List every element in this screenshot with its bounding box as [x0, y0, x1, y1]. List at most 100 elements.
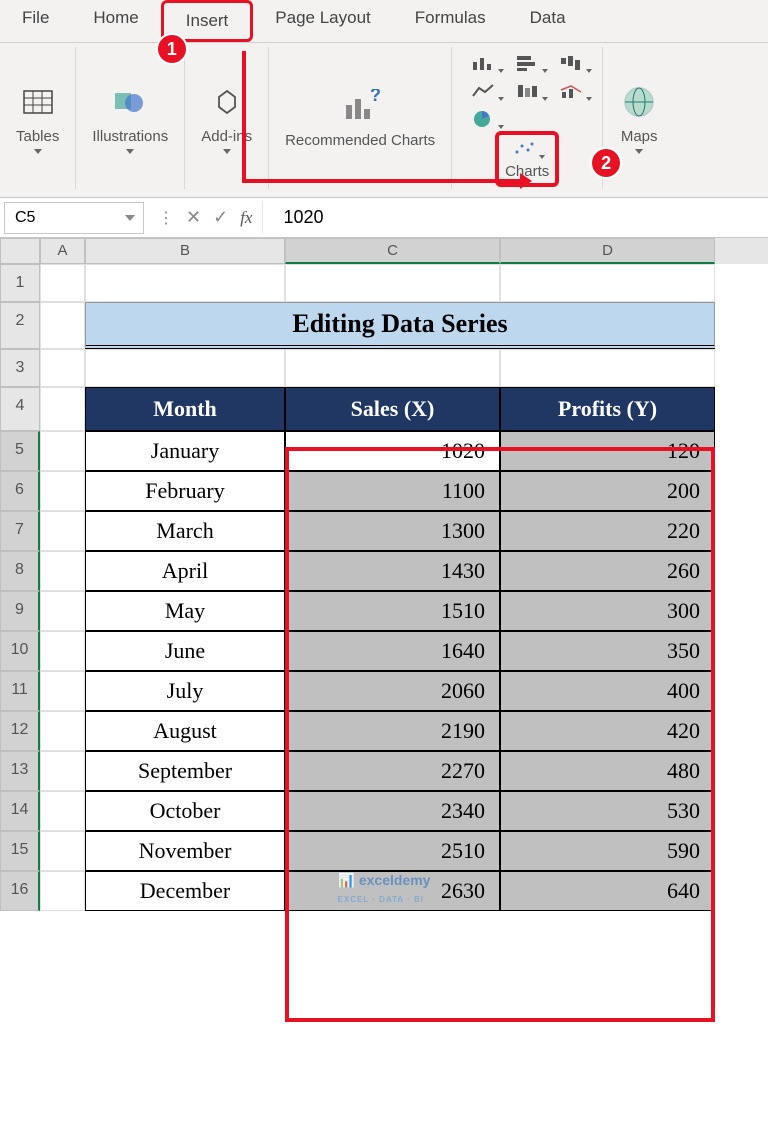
cell[interactable] — [40, 387, 85, 431]
combo-chart-icon[interactable] — [552, 79, 590, 103]
cell[interactable] — [85, 349, 285, 387]
enter-icon[interactable]: ✓ — [213, 207, 228, 228]
tab-file[interactable]: File — [0, 0, 71, 42]
row-header[interactable]: 5 — [0, 431, 40, 471]
cell-month[interactable]: June — [85, 631, 285, 671]
tab-formulas[interactable]: Formulas — [393, 0, 508, 42]
cell-profits[interactable]: 120 — [500, 431, 715, 471]
header-month[interactable]: Month — [85, 387, 285, 431]
row-header[interactable]: 15 — [0, 831, 40, 871]
cell-month[interactable]: April — [85, 551, 285, 591]
select-all[interactable] — [0, 238, 40, 264]
row-header[interactable]: 7 — [0, 511, 40, 551]
line-chart-icon[interactable] — [464, 79, 502, 103]
cell[interactable] — [285, 349, 500, 387]
name-box[interactable]: C5 — [4, 202, 144, 234]
row-header[interactable]: 13 — [0, 751, 40, 791]
cell[interactable] — [40, 751, 85, 791]
cell-profits[interactable]: 350 — [500, 631, 715, 671]
cell[interactable] — [40, 511, 85, 551]
row-header[interactable]: 8 — [0, 551, 40, 591]
cell[interactable] — [285, 264, 500, 302]
tab-data[interactable]: Data — [508, 0, 588, 42]
cell-profits[interactable]: 640 — [500, 871, 715, 911]
row-header[interactable]: 10 — [0, 631, 40, 671]
cell-month[interactable]: January — [85, 431, 285, 471]
row-header[interactable]: 9 — [0, 591, 40, 631]
cell[interactable] — [40, 871, 85, 911]
cell-sales[interactable]: 1300 — [285, 511, 500, 551]
cell-profits[interactable]: 530 — [500, 791, 715, 831]
row-header[interactable]: 12 — [0, 711, 40, 751]
formula-input[interactable]: 1020 — [262, 201, 768, 234]
area-chart-icon[interactable] — [508, 79, 546, 103]
row-header[interactable]: 1 — [0, 264, 40, 302]
cell-profits[interactable]: 420 — [500, 711, 715, 751]
cell[interactable] — [40, 831, 85, 871]
bar-chart-icon[interactable] — [508, 51, 546, 75]
cell-sales[interactable]: 2270 — [285, 751, 500, 791]
sheet-title[interactable]: Editing Data Series — [85, 302, 715, 349]
cell-month[interactable]: December — [85, 871, 285, 911]
cell[interactable] — [40, 631, 85, 671]
cell-month[interactable]: November — [85, 831, 285, 871]
row-header[interactable]: 4 — [0, 387, 40, 431]
cell[interactable] — [40, 591, 85, 631]
column-chart-icon[interactable] — [464, 51, 502, 75]
row-header[interactable]: 6 — [0, 471, 40, 511]
illustrations-button[interactable]: Illustrations — [86, 78, 174, 158]
row-header[interactable]: 11 — [0, 671, 40, 711]
cell-sales[interactable]: 2190 — [285, 711, 500, 751]
cell[interactable] — [500, 349, 715, 387]
cell[interactable] — [40, 431, 85, 471]
cell-month[interactable]: July — [85, 671, 285, 711]
cell[interactable] — [40, 302, 85, 349]
recommended-charts-button[interactable]: ? Recommended Charts — [279, 82, 441, 154]
tab-pagelayout[interactable]: Page Layout — [253, 0, 392, 42]
waterfall-chart-icon[interactable] — [552, 51, 590, 75]
cell-profits[interactable]: 480 — [500, 751, 715, 791]
header-sales[interactable]: Sales (X) — [285, 387, 500, 431]
cell-sales[interactable]: 2060 — [285, 671, 500, 711]
cell-sales[interactable]: 1020 — [285, 431, 500, 471]
cell-month[interactable]: March — [85, 511, 285, 551]
cell[interactable] — [40, 671, 85, 711]
cell-month[interactable]: October — [85, 791, 285, 831]
col-c[interactable]: C — [285, 238, 500, 264]
row-header[interactable]: 14 — [0, 791, 40, 831]
cell-sales[interactable]: 2340 — [285, 791, 500, 831]
cell-profits[interactable]: 590 — [500, 831, 715, 871]
cell-sales[interactable]: 1510 — [285, 591, 500, 631]
cell-profits[interactable]: 260 — [500, 551, 715, 591]
tab-insert[interactable]: Insert 1 — [161, 0, 254, 42]
cell-sales[interactable]: 1430 — [285, 551, 500, 591]
fx-icon[interactable]: fx — [240, 208, 252, 228]
addins-button[interactable]: Add-ins — [195, 78, 258, 158]
cell-profits[interactable]: 200 — [500, 471, 715, 511]
cell-profits[interactable]: 300 — [500, 591, 715, 631]
scatter-chart-icon[interactable] — [505, 137, 543, 161]
cell-sales[interactable]: 1100 — [285, 471, 500, 511]
cancel-icon[interactable]: ✕ — [186, 207, 201, 228]
row-header[interactable]: 2 — [0, 302, 40, 349]
cell-month[interactable]: February — [85, 471, 285, 511]
maps-button[interactable]: Maps — [613, 78, 665, 158]
col-d[interactable]: D — [500, 238, 715, 264]
tab-home[interactable]: Home — [71, 0, 160, 42]
cell-sales[interactable]: 2510 — [285, 831, 500, 871]
cell-month[interactable]: September — [85, 751, 285, 791]
col-b[interactable]: B — [85, 238, 285, 264]
pie-chart-icon[interactable] — [464, 107, 502, 131]
cell[interactable] — [40, 471, 85, 511]
cell[interactable] — [40, 349, 85, 387]
cell[interactable] — [500, 264, 715, 302]
row-header[interactable]: 3 — [0, 349, 40, 387]
row-header[interactable]: 16 — [0, 871, 40, 911]
cell[interactable] — [40, 711, 85, 751]
cell[interactable] — [40, 791, 85, 831]
tables-button[interactable]: Tables — [10, 78, 65, 158]
cell-month[interactable]: May — [85, 591, 285, 631]
col-a[interactable]: A — [40, 238, 85, 264]
cell-profits[interactable]: 220 — [500, 511, 715, 551]
cell-sales[interactable]: 1640 — [285, 631, 500, 671]
